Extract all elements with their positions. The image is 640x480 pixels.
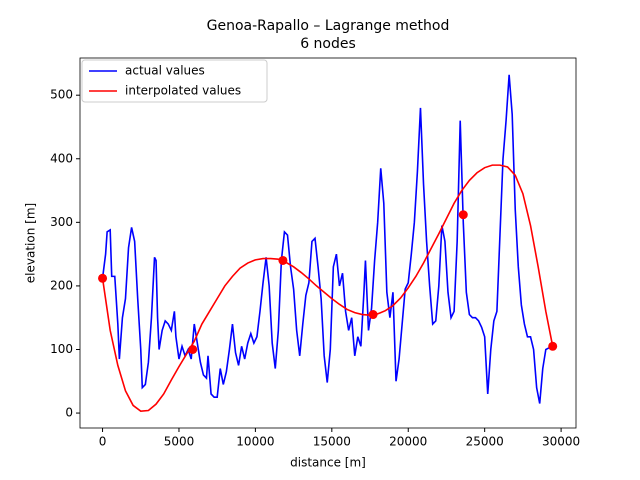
x-tick-label: 0 [99,435,107,449]
x-axis-label: distance [m] [290,456,366,470]
node-marker [278,255,288,265]
y-tick-label: 0 [65,406,73,420]
x-tick-label: 5000 [164,435,195,449]
y-tick-label: 500 [50,88,73,102]
node-marker [188,344,198,354]
legend-box [81,59,268,103]
y-tick-label: 200 [50,278,73,292]
x-tick-label: 20000 [389,435,427,449]
node-marker [98,273,108,283]
y-tick-label: 400 [50,151,73,165]
x-tick-label: 10000 [236,435,274,449]
node-marker [368,310,378,320]
plot-frame [79,57,577,429]
legend-label: actual values [125,64,205,78]
y-tick-label: 300 [50,215,73,229]
y-axis-label: elevation [m] [24,203,38,283]
x-tick-label: 30000 [542,435,580,449]
node-marker [548,341,558,351]
node-marker [458,210,468,220]
legend-label: interpolated values [125,84,241,98]
x-tick-label: 15000 [313,435,351,449]
chart-subtitle: 6 nodes [300,36,356,52]
y-tick-label: 100 [50,342,73,356]
chart-title: Genoa-Rapallo – Lagrange method [207,18,450,34]
x-tick-label: 25000 [466,435,504,449]
data-line [101,74,553,404]
data-line [101,164,554,412]
